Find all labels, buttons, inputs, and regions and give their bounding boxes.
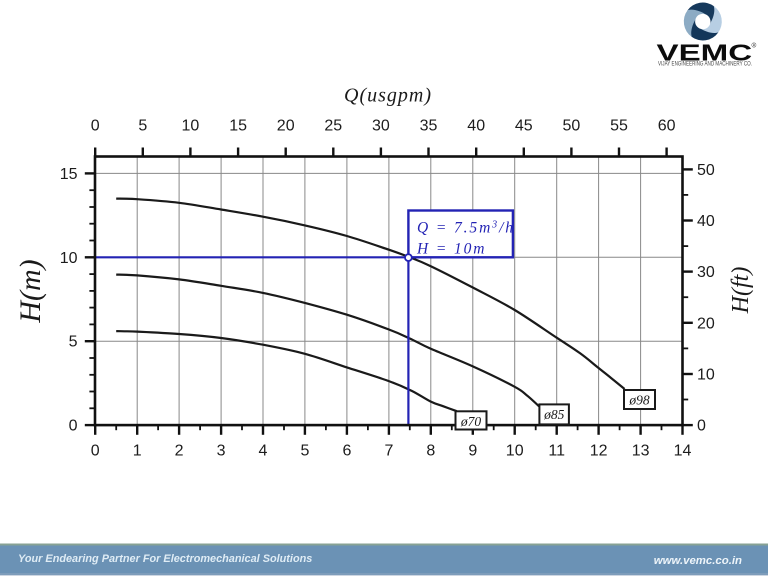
svg-text:10: 10 [60,250,78,267]
svg-text:0: 0 [697,418,706,435]
svg-text:H(ft): H(ft) [728,267,754,315]
svg-text:10: 10 [697,367,715,384]
svg-text:ø85: ø85 [543,407,565,422]
svg-text:60: 60 [658,118,676,135]
svg-text:30: 30 [372,118,390,135]
svg-text:Q = 7.5m3/h: Q = 7.5m3/h [417,220,515,237]
svg-text:6: 6 [342,443,351,460]
svg-text:25: 25 [324,118,342,135]
svg-text:10: 10 [182,118,200,135]
svg-text:45: 45 [515,118,533,135]
svg-text:H = 10m: H = 10m [416,241,486,258]
svg-text:13: 13 [632,443,650,460]
svg-text:4: 4 [259,443,268,460]
svg-text:3: 3 [217,443,226,460]
svg-text:8: 8 [426,443,435,460]
svg-text:1: 1 [133,443,142,460]
svg-text:15: 15 [229,118,247,135]
svg-text:H(m): H(m) [14,259,47,323]
svg-text:7: 7 [384,443,393,460]
svg-text:ø98: ø98 [628,392,650,407]
svg-text:40: 40 [467,118,485,135]
svg-text:VIJAY ENGINEERING AND MACHINER: VIJAY ENGINEERING AND MACHINERY CO. [658,62,752,68]
svg-text:10: 10 [506,443,524,460]
svg-text:www.vemc.co.in: www.vemc.co.in [654,555,742,567]
svg-text:40: 40 [697,213,715,230]
svg-text:15: 15 [60,166,78,183]
svg-text:Your Endearing Partner For Ele: Your Endearing Partner For Electromechan… [18,553,312,565]
svg-text:9: 9 [468,443,477,460]
svg-text:0: 0 [91,443,100,460]
svg-text:VEMC: VEMC [657,41,753,67]
svg-text:5: 5 [300,443,309,460]
svg-text:11: 11 [548,443,565,460]
svg-text:14: 14 [674,443,692,460]
svg-text:30: 30 [697,264,715,281]
svg-text:55: 55 [610,118,628,135]
svg-text:ø70: ø70 [460,414,482,429]
svg-text:20: 20 [697,315,715,332]
svg-text:35: 35 [420,118,438,135]
svg-text:20: 20 [277,118,295,135]
svg-text:12: 12 [590,443,608,460]
svg-text:50: 50 [697,162,715,179]
svg-text:Q(usgpm): Q(usgpm) [344,84,432,106]
svg-text:50: 50 [563,118,581,135]
svg-text:5: 5 [69,334,78,351]
svg-text:0: 0 [91,118,100,135]
svg-text:®: ® [752,42,757,50]
svg-text:0: 0 [69,418,78,435]
svg-text:2: 2 [175,443,184,460]
svg-text:5: 5 [138,118,147,135]
